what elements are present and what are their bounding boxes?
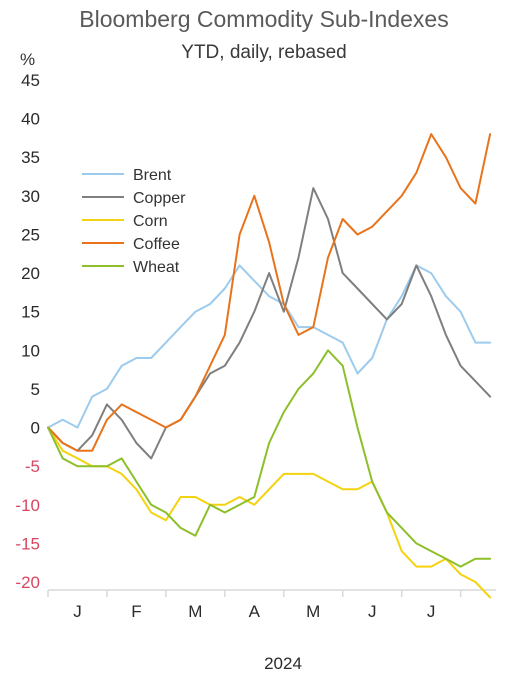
legend-label-brent: Brent [133,167,172,184]
y-tick-label: -15 [15,534,40,553]
chart-title: Bloomberg Commodity Sub-Indexes [79,6,449,32]
x-tick-label: J [73,602,82,621]
legend-label-wheat: Wheat [133,259,180,276]
x-tick-label: M [306,602,320,621]
y-axis-unit-label: % [20,50,36,69]
x-axis-label: 2024 [264,654,302,673]
series-line-corn [47,426,492,599]
y-tick-label: 10 [21,341,40,360]
y-tick-label: 25 [21,225,40,244]
y-tick-label: 20 [21,264,40,283]
series-line-wheat [47,349,492,568]
y-tick-label: 35 [21,148,40,167]
y-tick-label: -20 [15,573,40,592]
y-tick-label: -5 [25,457,40,476]
plot-area [47,133,492,599]
y-tick-label: 45 [21,71,40,90]
y-tick-label: 5 [31,380,40,399]
x-tick-label: F [131,602,141,621]
legend-label-coffee: Coffee [133,236,180,253]
series-line-coffee [47,133,492,452]
series-line-brent [47,264,492,429]
x-tick-label: J [427,602,436,621]
y-tick-label: -10 [15,496,40,515]
y-tick-label: 15 [21,303,40,322]
legend: Brent Copper Corn Coffee Wheat [82,167,186,276]
legend-label-corn: Corn [133,213,168,230]
x-tick-label: J [368,602,377,621]
y-axis: 45 40 35 30 25 20 15 10 5 0 -5 -10 -15 -20 [15,71,40,592]
y-tick-label: 40 [21,110,40,129]
y-tick-label: 0 [31,419,40,438]
x-axis: J F M A M J J 2024 [47,589,496,673]
chart-subtitle: YTD, daily, rebased [181,42,347,63]
y-tick-label: 30 [21,187,40,206]
legend-label-copper: Copper [133,190,186,207]
x-tick-label: M [188,602,202,621]
series-line-copper [47,187,492,460]
x-tick-label: A [249,602,261,621]
